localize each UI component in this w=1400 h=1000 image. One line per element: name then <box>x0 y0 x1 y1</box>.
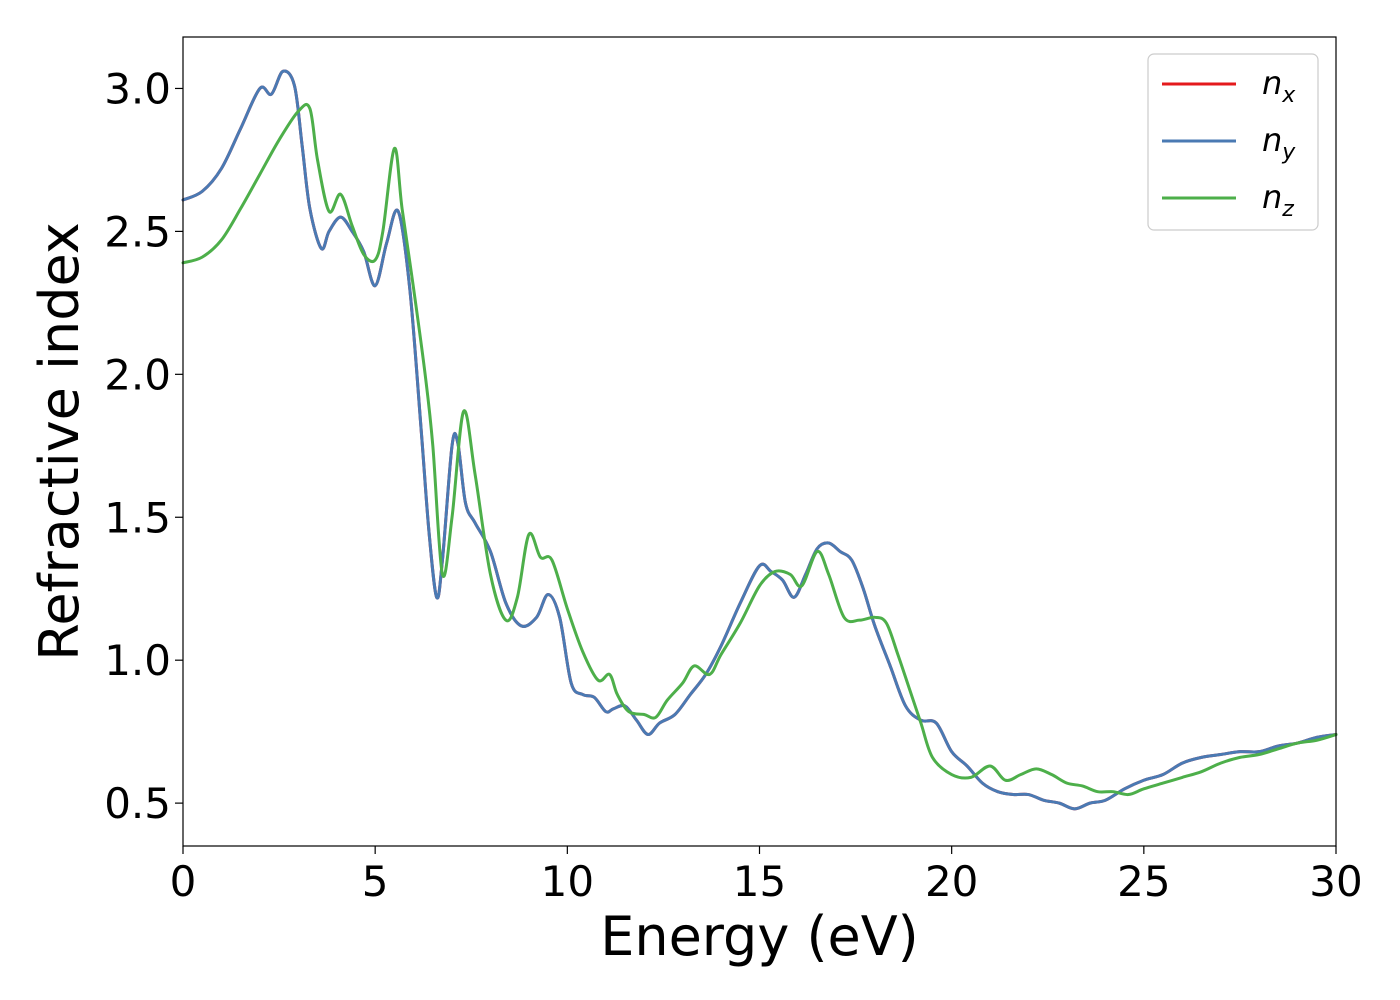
y-tick-label: 1.5 <box>104 493 171 542</box>
x-tick-label: 20 <box>925 857 978 906</box>
series-line-z <box>181 102 1338 797</box>
legend-label-z: nz <box>1262 178 1294 222</box>
legend-label-subscript: z <box>1281 197 1294 222</box>
y-tick-label: 3.0 <box>104 64 171 113</box>
y-axis-label: Refractive index <box>28 222 91 661</box>
y-axis: 0.5 1.0 1.5 2.0 2.5 3.0 <box>104 64 183 828</box>
x-tick-label: 15 <box>733 857 786 906</box>
y-tick-label: 2.5 <box>104 207 171 256</box>
y-tick-label: 2.0 <box>104 350 171 399</box>
legend-label-subscript: x <box>1281 83 1296 108</box>
x-tick-label: 5 <box>362 857 389 906</box>
y-tick-label: 1.0 <box>104 636 171 685</box>
x-tick-label: 25 <box>1117 857 1170 906</box>
legend-label-main: n <box>1262 64 1282 102</box>
x-tick-label: 30 <box>1309 857 1362 906</box>
y-tick-label: 0.5 <box>104 779 171 828</box>
legend-label-main: n <box>1262 121 1282 159</box>
x-axis: 0 5 10 15 20 25 30 <box>170 846 1363 906</box>
legend-label-subscript: y <box>1281 140 1296 165</box>
x-tick-label: 10 <box>541 857 594 906</box>
x-axis-label: Energy (eV) <box>600 905 919 968</box>
legend-label-x: nx <box>1262 64 1296 108</box>
x-tick-label: 0 <box>170 857 197 906</box>
legend-label-main: n <box>1262 178 1282 216</box>
legend-label-y: ny <box>1262 121 1296 165</box>
series-layer <box>181 69 1338 811</box>
